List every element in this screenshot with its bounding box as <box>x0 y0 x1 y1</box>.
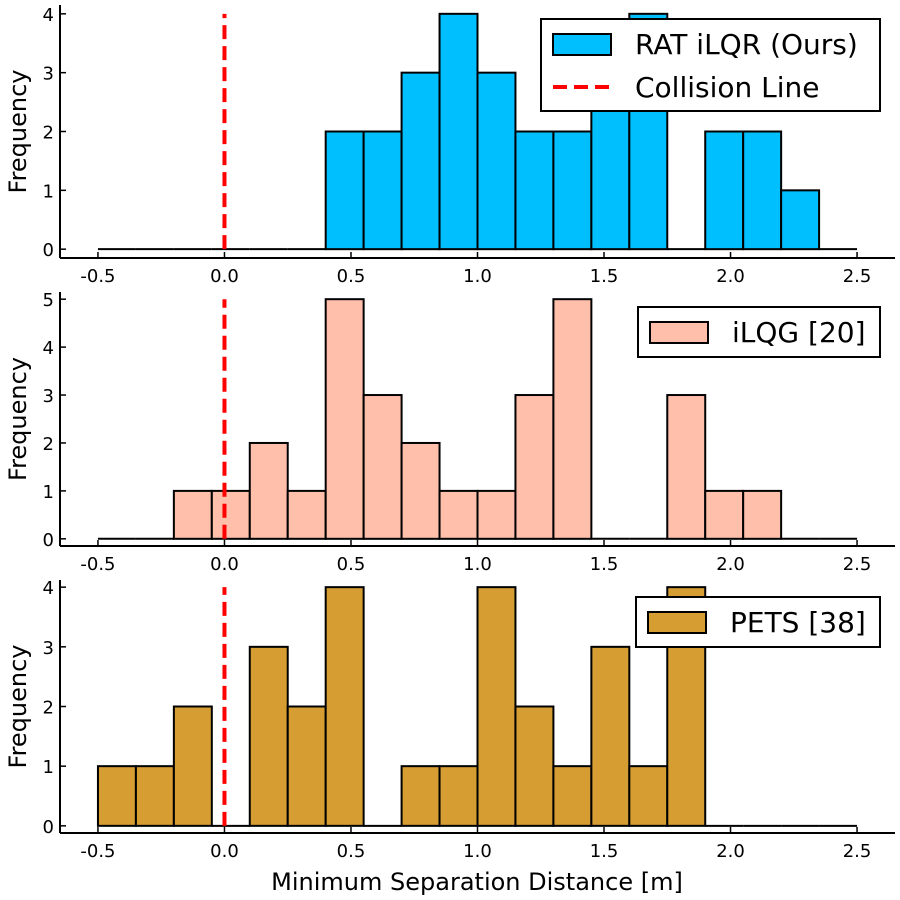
bars <box>97 298 858 540</box>
bar-4 <box>248 441 289 540</box>
bar-5 <box>286 489 327 540</box>
y-tick-label: 3 <box>43 64 54 85</box>
x-tick-label: -0.5 <box>80 554 115 575</box>
bar-6 <box>324 130 365 251</box>
y-tick-label: 0 <box>43 817 54 838</box>
y-tick-label: 2 <box>43 123 54 144</box>
subplot-3: -0.5 0.0 0.5 1.0 1.5 2.0 2.5 0 1 2 3 4 Frequency Mini… <box>4 578 895 896</box>
bar-10 <box>476 489 517 540</box>
bar-11 <box>514 394 555 540</box>
legend: PETS [38] <box>635 596 881 648</box>
bar-12 <box>552 130 593 251</box>
bar-8 <box>400 71 441 251</box>
bar-6 <box>324 298 365 540</box>
legend-label: RAT iLQR (Ours) <box>635 28 858 61</box>
y-tick-label: 4 <box>43 338 54 359</box>
x-tick-label: 1.5 <box>590 841 619 862</box>
bar-12 <box>552 298 593 540</box>
bar-11 <box>514 705 555 827</box>
x-tick-label: 2.0 <box>716 841 745 862</box>
x-tick-label: 2.0 <box>716 266 745 287</box>
bar-1 <box>134 765 175 827</box>
bar-3 <box>210 489 251 540</box>
legend-label: PETS [38] <box>730 606 866 639</box>
bar-8 <box>400 441 441 540</box>
bar-2 <box>172 705 213 827</box>
y-tick-label: 1 <box>43 482 54 503</box>
bar-9 <box>438 12 479 251</box>
x-tick-label: -0.5 <box>80 841 115 862</box>
bar-18 <box>780 189 821 251</box>
y-tick-label: 0 <box>43 240 54 261</box>
x-tick-label: 2.5 <box>843 266 872 287</box>
y-tick-label: 2 <box>43 434 54 455</box>
bar-13 <box>590 645 631 827</box>
legend-swatch <box>552 33 612 56</box>
x-tick-label: 0.5 <box>337 266 366 287</box>
y-tick-label: 1 <box>43 757 54 778</box>
bar-16 <box>704 130 745 251</box>
x-tick-label: 1.0 <box>463 554 492 575</box>
x-tick-label: -0.5 <box>80 266 115 287</box>
x-tick-label: 0.0 <box>210 554 239 575</box>
bar-16 <box>704 489 745 540</box>
bar-11 <box>514 130 555 251</box>
y-tick-label: 4 <box>43 578 54 599</box>
x-axis-title: Minimum Separation Distance [m] <box>271 868 683 896</box>
y-tick-label: 2 <box>43 698 54 719</box>
subplot-2: -0.5 0.0 0.5 1.0 1.5 2.0 2.5 0 1 2 3 4 5 Frequency iLQ… <box>4 290 895 575</box>
y-tick-label: 5 <box>43 290 54 311</box>
bar-7 <box>362 130 403 251</box>
bar-4 <box>248 645 289 827</box>
legend-label: Collision Line <box>635 71 820 104</box>
legend-label: iLQG [20] <box>732 316 866 349</box>
x-tick-label: 0.0 <box>210 841 239 862</box>
y-axis-title: Frequency <box>4 70 32 194</box>
bar-10 <box>476 71 517 251</box>
bar-7 <box>362 394 403 540</box>
bar-6 <box>324 586 365 827</box>
y-axis-title: Frequency <box>4 357 32 481</box>
bar-15 <box>666 394 707 540</box>
bar-17 <box>742 130 783 251</box>
legend-swatch <box>647 611 707 634</box>
x-tick-label: 0.5 <box>337 554 366 575</box>
x-tick-label: 1.0 <box>463 841 492 862</box>
y-axis-title: Frequency <box>4 645 32 769</box>
bar-9 <box>438 765 479 827</box>
y-tick-label: 3 <box>43 638 54 659</box>
bar-5 <box>286 705 327 827</box>
subplot-1: -0.5 0.0 0.5 1.0 1.5 2.0 2.5 0 1 2 3 4 Frequency RAT … <box>4 5 895 287</box>
x-tick-label: 1.5 <box>590 266 619 287</box>
bar-12 <box>552 765 593 827</box>
bar-2 <box>172 489 213 540</box>
x-tick-label: 2.5 <box>843 841 872 862</box>
y-tick-label: 3 <box>43 386 54 407</box>
x-tick-label: 0.5 <box>337 841 366 862</box>
x-tick-label: 0.0 <box>210 266 239 287</box>
bar-9 <box>438 489 479 540</box>
x-tick-label: 2.0 <box>716 554 745 575</box>
y-tick-label: 4 <box>43 5 54 26</box>
legend: iLQG [20] <box>637 306 881 358</box>
y-tick-label: 1 <box>43 181 54 202</box>
bar-10 <box>476 586 517 827</box>
bar-8 <box>400 765 441 827</box>
bar-14 <box>628 765 669 827</box>
y-tick-label: 0 <box>43 530 54 551</box>
x-tick-label: 1.0 <box>463 266 492 287</box>
legend-swatch <box>649 321 709 344</box>
bar-0 <box>96 765 137 827</box>
legend: RAT iLQR (Ours) Collision Line <box>540 18 881 112</box>
bar-17 <box>742 489 783 540</box>
x-tick-label: 1.5 <box>590 554 619 575</box>
x-tick-label: 2.5 <box>843 554 872 575</box>
